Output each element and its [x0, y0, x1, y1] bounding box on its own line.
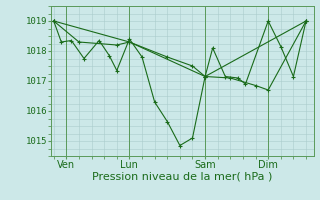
X-axis label: Pression niveau de la mer( hPa ): Pression niveau de la mer( hPa )	[92, 172, 273, 182]
